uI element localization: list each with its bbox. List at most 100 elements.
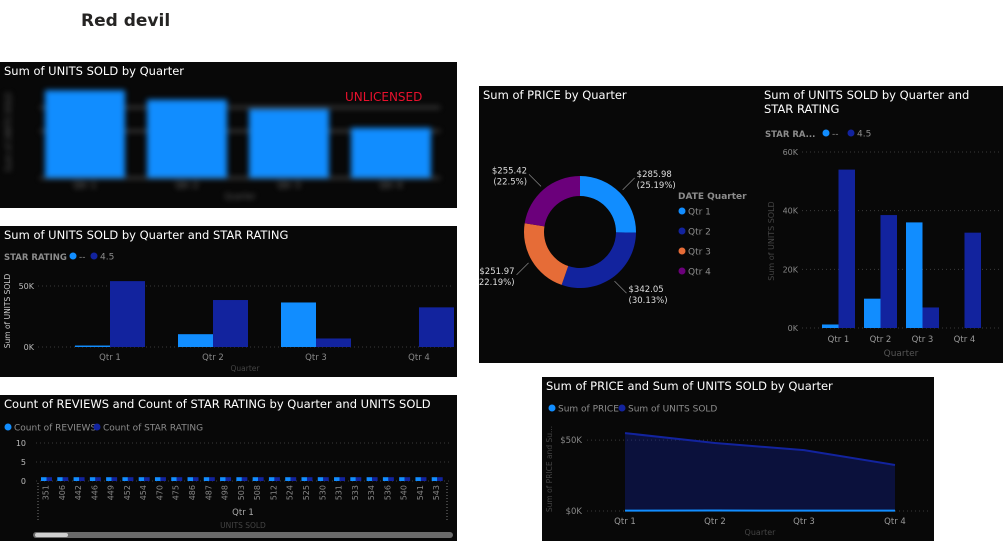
y-axis-title: Sum of UNITS SOLD	[767, 201, 776, 280]
x-tick-label: Qtr 4	[954, 335, 976, 345]
x-tick-label: Qtr 1	[614, 517, 636, 527]
x-tick-label: Qtr 2	[202, 353, 224, 363]
bar-star-rating-525	[306, 477, 313, 481]
leader-line	[614, 280, 627, 294]
units-area	[625, 433, 895, 511]
legend-item-dash-label: --	[79, 253, 86, 263]
leader-line	[528, 174, 542, 187]
bar-qtr-4-4-5	[419, 307, 454, 347]
legend-item-qtr-2-swatch	[678, 227, 686, 235]
bar-star-rating-498	[225, 477, 232, 481]
chart-svg: Qtr 1 Qtr 2 Qtr 3 Qtr 4 Quarter Sum of UNITS …	[4, 90, 440, 201]
data-label-value: $251.97	[479, 267, 514, 277]
x-tick-label: 531	[335, 485, 344, 500]
bar-qtr-1-dash	[75, 345, 110, 347]
legend-title: STAR RA...	[765, 130, 815, 140]
y-tick-label: 0K	[788, 324, 799, 333]
y-axis-title: Sum of PRICE and Su...	[545, 426, 554, 512]
bar-qtr-2	[147, 99, 227, 178]
x-tick-label: 351	[42, 485, 51, 500]
x-tick-label: Qtr 3	[305, 353, 327, 363]
donut-slice-qtr-2	[561, 232, 636, 288]
x-axis-title: Quarter	[884, 349, 919, 359]
units-by-quarter-star-panel-2[interactable]: Sum of UNITS SOLD by Quarter and STAR RA…	[760, 86, 1003, 363]
units-by-quarter-star-panel[interactable]: Sum of UNITS SOLD by Quarter and STAR RA…	[0, 226, 457, 377]
bar-qtr-1-4-5	[838, 169, 855, 328]
panel-title: Sum of UNITS SOLD by Quarter and STAR RA…	[764, 88, 970, 116]
x-tick-label: 454	[139, 485, 148, 500]
y-tick-label: 40K	[783, 207, 799, 216]
bar-reviews-524	[285, 477, 291, 481]
price-donut-panel[interactable]: Sum of PRICE by Quarter $285.98 (25.19%) $…	[479, 86, 760, 363]
bar-star-rating-449	[111, 477, 118, 481]
bar-reviews-446	[89, 477, 96, 481]
bar-reviews-536	[382, 477, 389, 481]
price-units-area-panel[interactable]: Sum of PRICE and Sum of UNITS SOLD by Qu…	[542, 377, 934, 541]
x-tick-label: 541	[416, 485, 425, 500]
chart-svg: STAR RATING -- 4.5 0K 50K Qtr 1 Qtr 2 Qtr 3 Qtr …	[3, 252, 454, 373]
page-title: Red devil	[81, 11, 171, 31]
bar-qtr-3-dash	[906, 222, 923, 328]
x-tick-label: 442	[74, 485, 83, 500]
legend-item-qtr-3-swatch	[678, 247, 686, 255]
legend-item-4-5-swatch	[90, 252, 98, 260]
y-tick-label: $0K	[566, 507, 583, 517]
unlicensed-watermark: UNLICENSED	[345, 90, 423, 104]
data-label-value: $342.05	[629, 285, 664, 295]
legend-item-qtr-3-label: Qtr 3	[688, 248, 711, 258]
bar-star-rating-530	[323, 477, 329, 481]
data-label-value: $255.42	[492, 166, 527, 176]
x-tick-label: 540	[400, 485, 409, 500]
panel-title: Sum of UNITS SOLD by Quarter	[4, 64, 185, 78]
bar-reviews-508	[252, 477, 259, 481]
x-tick-label: Qtr 2	[704, 517, 726, 527]
x-tick-label: Qtr 3	[278, 181, 301, 191]
bar-reviews-452	[122, 477, 128, 481]
x-tick-label: 524	[286, 485, 295, 500]
bar-reviews-530	[317, 477, 324, 481]
bar-qtr-1-4-5	[110, 281, 145, 347]
bar-star-rating-540	[404, 477, 411, 481]
bar-qtr-2-4-5	[880, 215, 897, 328]
x-tick-label: 534	[367, 485, 376, 500]
legend-item-reviews-label: Count of REVIEWS	[14, 424, 96, 434]
chart-svg: STAR RA... -- 4.5 0K 20K 40K 60K Qtr 1 Qtr 2 Qtr …	[765, 129, 1000, 359]
x-tick-label: Qtr 4	[408, 353, 430, 363]
x-tick-label: 446	[90, 485, 99, 500]
legend-item-dash-swatch	[822, 129, 830, 137]
bar-qtr-3-4-5	[316, 338, 351, 347]
bar-reviews-543	[431, 477, 438, 481]
legend-item-4-5-label: 4.5	[857, 130, 871, 140]
y-tick-label: $50K	[560, 436, 582, 446]
bar-star-rating-512	[274, 477, 280, 481]
bar-star-rating-541	[420, 477, 427, 481]
bar-star-rating-442	[79, 477, 85, 481]
bar-reviews-406	[57, 477, 63, 481]
x-tick-label: 498	[221, 485, 230, 500]
x-tick-label: 530	[318, 485, 327, 500]
chart-svg: Sum of PRICE Sum of UNITS SOLD $0K $50K Qtr …	[545, 404, 930, 537]
x-tick-label: 470	[155, 485, 164, 500]
bar-reviews-351	[41, 477, 47, 481]
bar-qtr-3-4-5	[922, 307, 939, 328]
bar-star-rating-454	[144, 477, 150, 481]
x-tick-label: Qtr 4	[380, 181, 403, 191]
legend-item-reviews-swatch	[4, 423, 12, 431]
bar-star-rating-406	[62, 477, 69, 481]
reviews-count-panel[interactable]: Count of REVIEWS and Count of STAR RATIN…	[0, 395, 457, 541]
donut-slice-qtr-3	[524, 223, 569, 285]
bar-reviews-498	[220, 477, 226, 481]
bar-reviews-531	[334, 477, 340, 481]
legend-title: STAR RATING	[4, 253, 67, 263]
legend-item-star-rating-label: Count of STAR RATING	[103, 424, 203, 434]
bar-qtr-4-4-5	[964, 232, 981, 328]
bar-reviews-486	[187, 477, 194, 481]
data-label-pct: (25.19%)	[637, 181, 676, 191]
x-axis-title: Quarter	[231, 364, 261, 373]
x-tick-label: 508	[253, 485, 262, 500]
y-axis-title: Sum of UNITS SOLD	[4, 92, 13, 171]
legend-item-star-rating-swatch	[93, 423, 101, 431]
bar-reviews-534	[366, 477, 373, 481]
bar-qtr-1	[45, 90, 125, 178]
